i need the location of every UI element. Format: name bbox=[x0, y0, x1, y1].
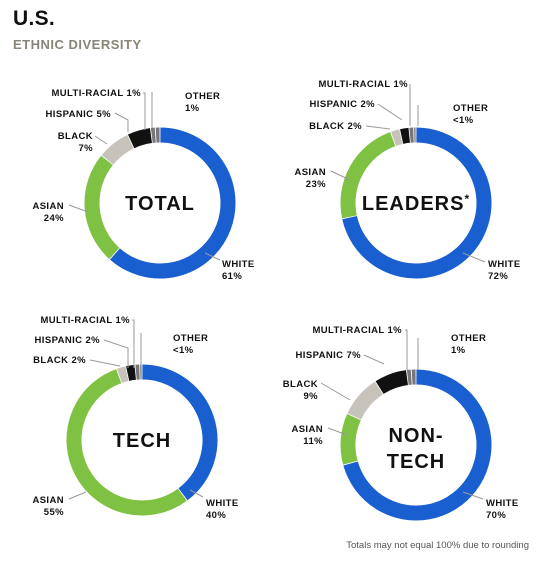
footnote: Totals may not equal 100% due to roundin… bbox=[346, 540, 529, 551]
donut-2-value-other: <1% bbox=[173, 345, 194, 356]
donut-2-leader-white bbox=[189, 489, 204, 498]
donut-2-label-black: BLACK 2% bbox=[33, 355, 86, 366]
donut-1-value-other: <1% bbox=[453, 115, 474, 126]
donut-3-leader-hispanic bbox=[363, 354, 385, 365]
donut-2-label-hispanic: HISPANIC 2% bbox=[35, 335, 101, 346]
donut-1-slice-hispanic bbox=[400, 127, 411, 144]
donut-1-label-hispanic: HISPANIC 2% bbox=[310, 99, 376, 110]
donut-2-leader-asian bbox=[68, 491, 87, 500]
donut-2-label-other: OTHER bbox=[173, 333, 208, 344]
donut-1-value-white: 72% bbox=[488, 271, 508, 282]
donut-0-value-black: 7% bbox=[78, 143, 93, 154]
donut-0-slice-hispanic bbox=[127, 128, 153, 149]
donut-1-label-other: OTHER bbox=[453, 103, 488, 114]
donut-3-leader-black bbox=[320, 382, 351, 401]
donut-2-title: TECH bbox=[113, 430, 171, 452]
donut-3-leader-multi-racial bbox=[405, 329, 408, 370]
donut-3-leader-white bbox=[462, 491, 484, 500]
donut-0-value-white: 61% bbox=[222, 271, 242, 282]
donut-3-value-asian: 11% bbox=[303, 436, 323, 447]
donut-1-slice-black bbox=[390, 129, 403, 146]
donut-1-label-multi-racial: MULTI-RACIAL 1% bbox=[318, 79, 408, 90]
donut-3-slice-white bbox=[343, 369, 492, 521]
donut-3-slice-hispanic bbox=[375, 370, 409, 395]
donut-0-leader-multi-racial bbox=[143, 92, 146, 130]
donut-1-leader-asian bbox=[330, 170, 351, 181]
donut-1-label-white: WHITE bbox=[488, 259, 521, 270]
donut-0-leader-asian bbox=[68, 204, 89, 213]
donut-0-slice-black bbox=[101, 135, 134, 165]
donut-2-slice-white bbox=[142, 364, 218, 501]
donut-1-label-asian: ASIAN bbox=[294, 167, 326, 178]
donut-0-label-multi-racial: MULTI-RACIAL 1% bbox=[51, 88, 141, 99]
donut-3-label-other: OTHER bbox=[451, 333, 486, 344]
donut-2-label-multi-racial: MULTI-RACIAL 1% bbox=[40, 315, 130, 326]
donut-3-title: NON- bbox=[388, 425, 443, 447]
donut-0-title: TOTAL bbox=[125, 193, 195, 215]
donut-0-label-hispanic: HISPANIC 5% bbox=[46, 109, 112, 120]
donut-2-leader-multi-racial bbox=[132, 319, 135, 368]
donut-3-value-black: 9% bbox=[303, 391, 318, 402]
donut-2-leader-black bbox=[89, 359, 121, 367]
donut-2-label-asian: ASIAN bbox=[32, 495, 64, 506]
donut-0-leader-white bbox=[204, 252, 221, 261]
donut-1-slice-white bbox=[342, 127, 492, 279]
donut-3-label-black: BLACK bbox=[283, 379, 318, 390]
donut-0-value-other: 1% bbox=[185, 103, 200, 114]
donut-3-value-other: 1% bbox=[451, 345, 466, 356]
donut-0-slice-white bbox=[110, 127, 236, 279]
donut-2-slice-hispanic bbox=[126, 364, 137, 381]
donut-3-label-hispanic: HISPANIC 7% bbox=[296, 350, 362, 361]
donut-3-slice-asian bbox=[340, 414, 361, 465]
donut-1-leader-hispanic bbox=[377, 103, 403, 121]
donut-2-value-asian: 55% bbox=[44, 507, 64, 518]
donut-3-label-multi-racial: MULTI-RACIAL 1% bbox=[312, 325, 402, 336]
donut-1-leader-black bbox=[365, 125, 391, 130]
donut-0-label-white: WHITE bbox=[222, 259, 255, 270]
donut-1-title: LEADERS* bbox=[362, 192, 470, 215]
donut-2-value-white: 40% bbox=[206, 510, 226, 521]
donut-0-slice-asian bbox=[84, 155, 120, 259]
donut-3-value-white: 70% bbox=[486, 510, 506, 521]
page-title: U.S. bbox=[13, 7, 56, 30]
donut-2-slice-black bbox=[116, 366, 129, 383]
donut-2-label-white: WHITE bbox=[206, 498, 239, 509]
donut-1-value-asian: 23% bbox=[306, 179, 326, 190]
donut-0-leader-black bbox=[94, 135, 108, 145]
donut-2-leader-hispanic bbox=[103, 339, 129, 368]
donut-3-title: TECH bbox=[387, 451, 445, 473]
donut-3-label-white: WHITE bbox=[486, 498, 519, 509]
donut-0-label-other: OTHER bbox=[185, 91, 220, 102]
donut-2-slice-asian bbox=[66, 369, 187, 516]
donut-1-leader-white bbox=[462, 252, 486, 263]
donut-0-leader-hispanic bbox=[114, 112, 129, 132]
page-subtitle: ETHNIC DIVERSITY bbox=[13, 37, 142, 52]
donut-1-label-black: BLACK 2% bbox=[309, 121, 362, 132]
donut-0-label-asian: ASIAN bbox=[32, 201, 64, 212]
donut-1-slice-asian bbox=[340, 132, 396, 219]
donut-3-label-asian: ASIAN bbox=[291, 424, 323, 435]
donut-3-leader-asian bbox=[327, 427, 348, 436]
donut-3-slice-black bbox=[347, 381, 384, 420]
donut-0-label-black: BLACK bbox=[58, 131, 93, 142]
donut-0-value-asian: 24% bbox=[44, 213, 64, 224]
